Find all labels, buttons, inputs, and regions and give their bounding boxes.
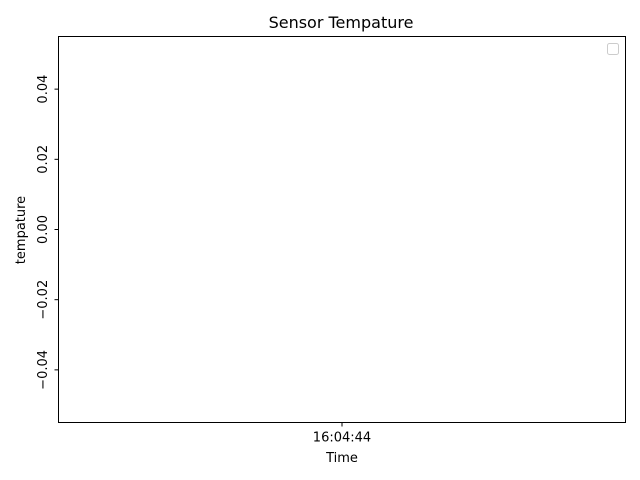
chart-title: Sensor Tempature xyxy=(269,13,414,32)
x-axis-label: Time xyxy=(325,451,358,466)
y-tick-label: −0.04 xyxy=(36,350,51,390)
y-tick-label: 0.02 xyxy=(36,145,51,174)
legend-box xyxy=(607,43,619,55)
x-axis: 16:04:44 xyxy=(313,422,371,446)
y-tick-label: 0.04 xyxy=(36,75,51,104)
y-tick-label: −0.02 xyxy=(36,280,51,320)
y-tick-label: 0.00 xyxy=(36,215,51,244)
y-axis: 0.04 0.02 0.00 −0.02 −0.04 xyxy=(36,75,59,390)
x-tick-label: 16:04:44 xyxy=(313,431,371,446)
y-axis-label: tempature xyxy=(14,196,29,264)
